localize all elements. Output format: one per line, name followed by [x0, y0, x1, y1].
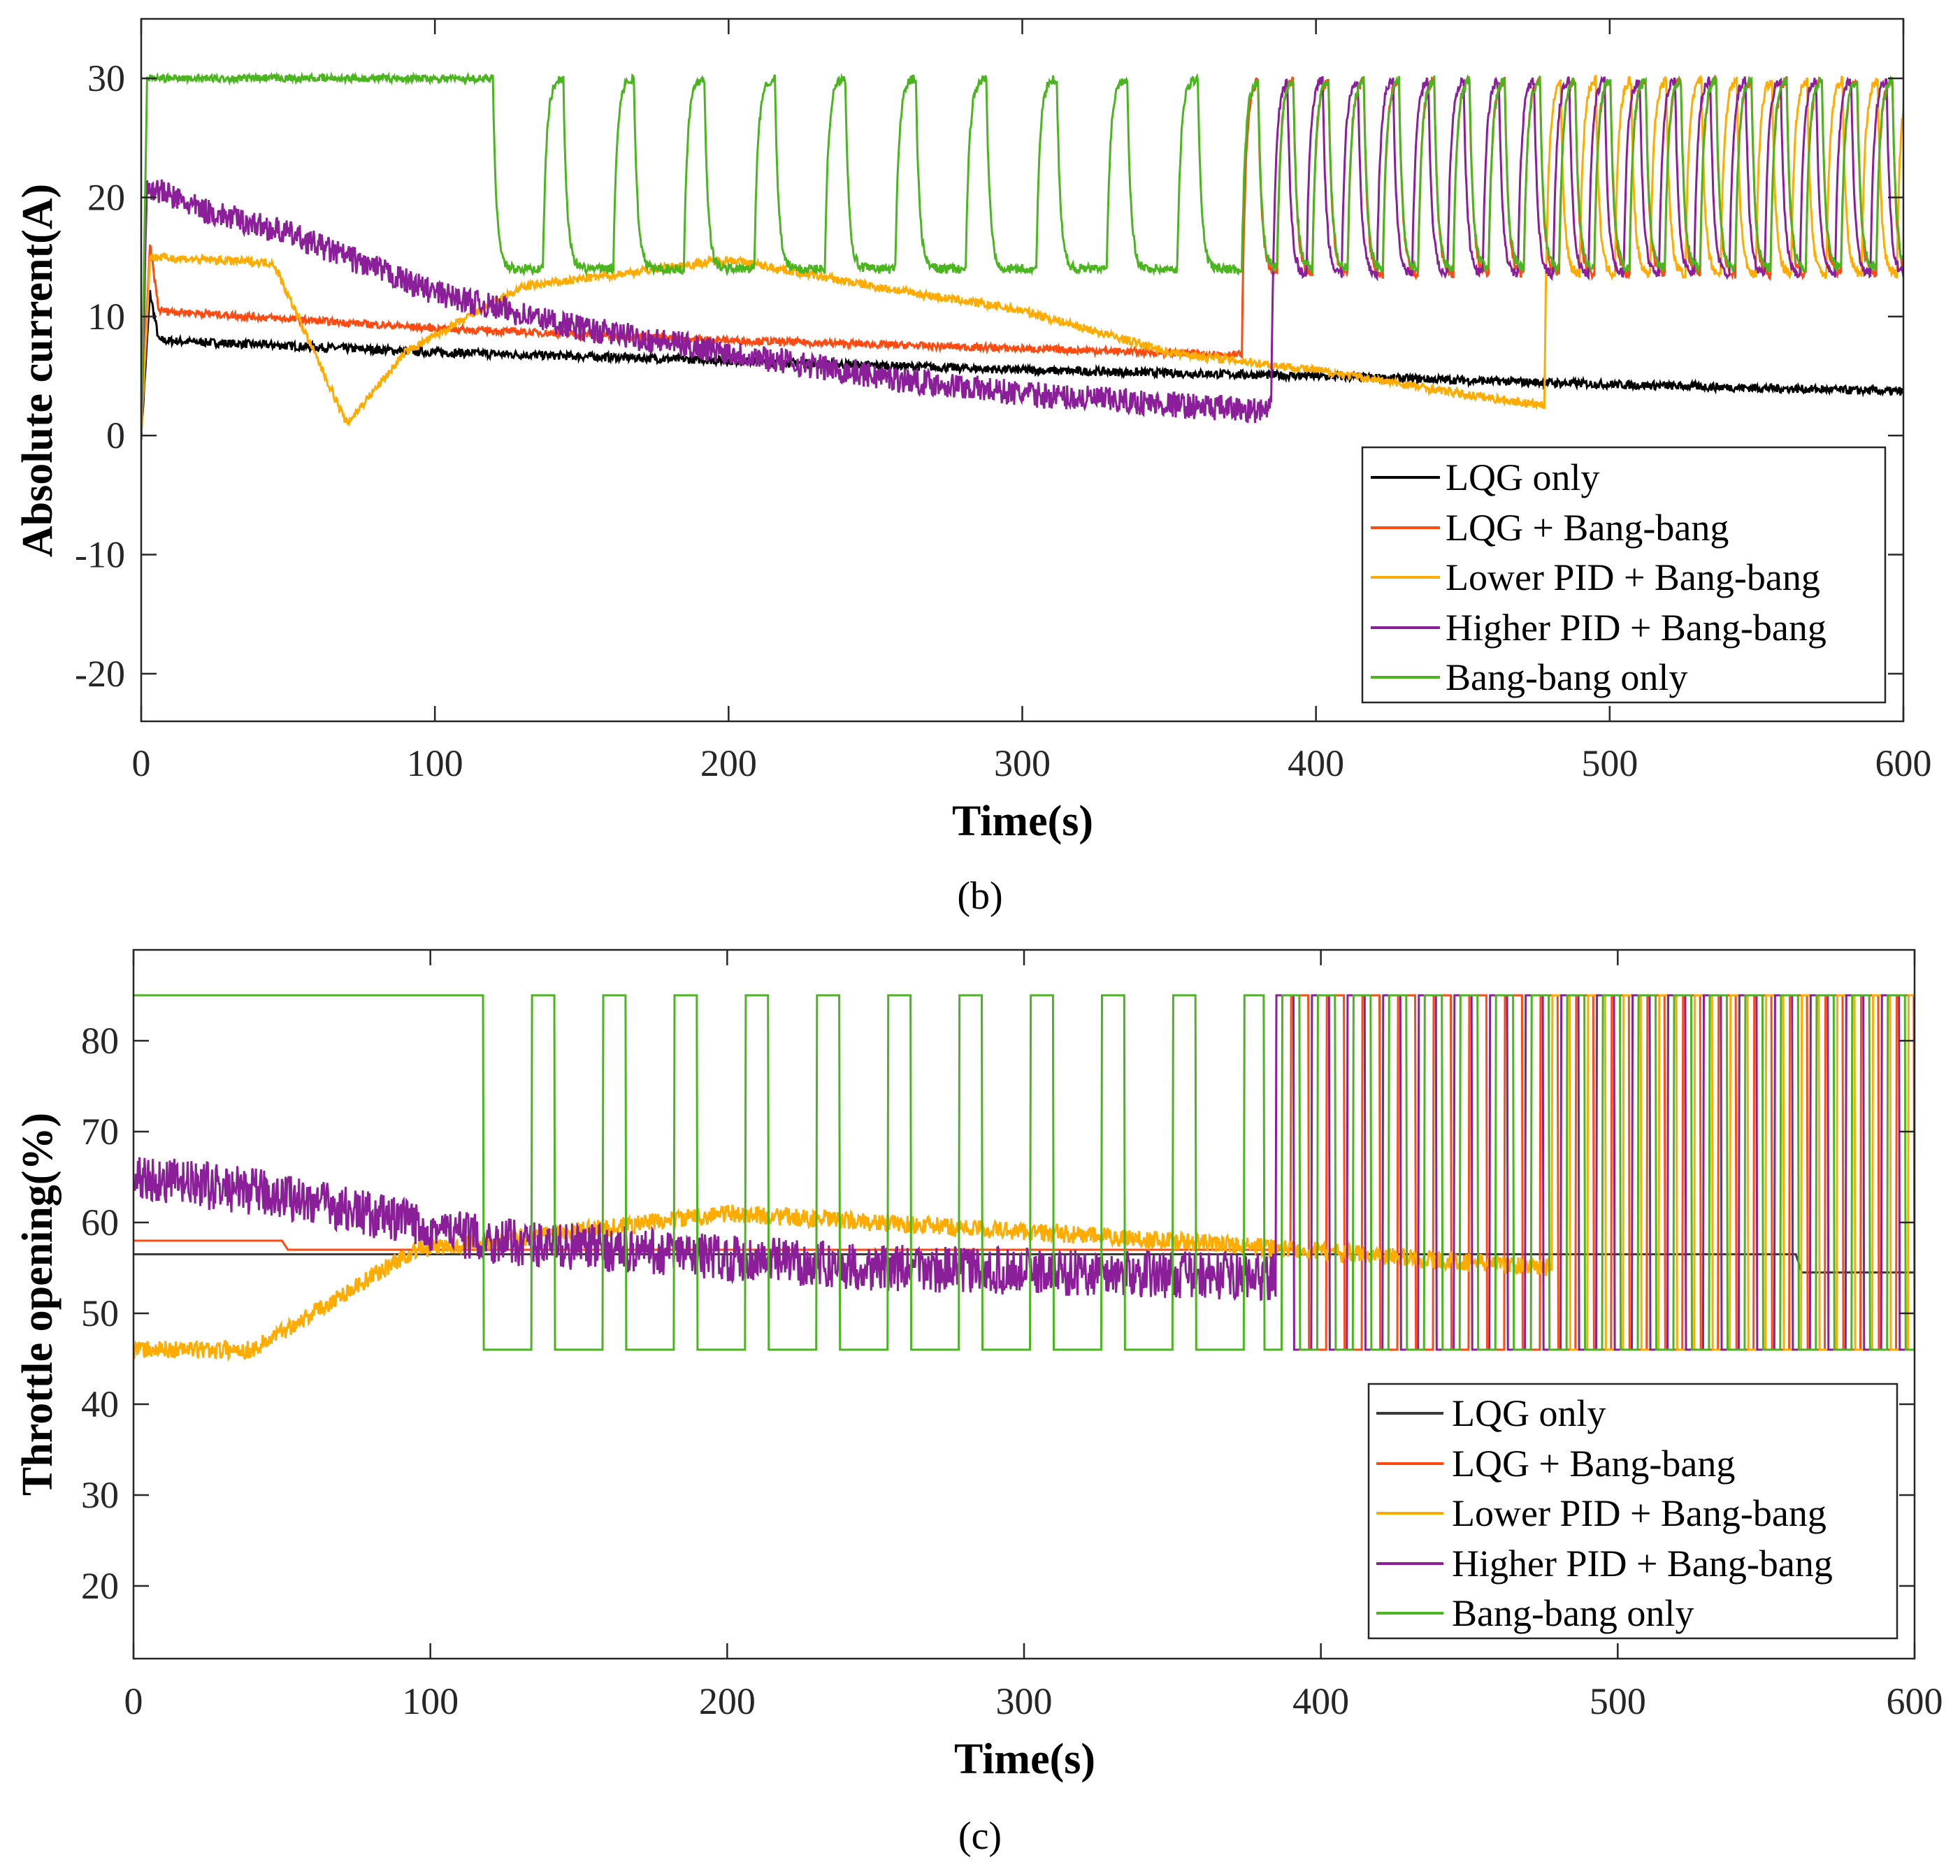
series-line-0 [141, 289, 1903, 440]
series-line-1 [134, 994, 1915, 1351]
series-line-3 [134, 994, 1915, 1351]
x-tick-label: 0 [132, 742, 151, 784]
y-axis-title: Absolute current(A) [14, 184, 62, 557]
chart-panel-b: 0 100 200 300 400 500 600 -20 -10 0 10 20 30 Time(s) A… [14, 17, 1932, 918]
x-tick-label: 100 [402, 1680, 459, 1722]
x-tick-label: 300 [994, 742, 1051, 784]
chart-panel-c: 0 100 200 300 400 500 600 20 30 40 50 60 70 80 Time(s)… [14, 948, 1943, 1858]
legend-entry: LQG + Bang-bang [1452, 1443, 1735, 1485]
y-tick-label: 20 [81, 1565, 119, 1607]
y-tick-label: 70 [81, 1111, 119, 1153]
x-tick-label: 600 [1887, 1680, 1943, 1722]
legend-box [1361, 446, 1887, 704]
y-tick-label: -20 [75, 653, 125, 695]
x-tick-label: 500 [1581, 742, 1638, 784]
y-tick-label: -10 [75, 534, 125, 576]
legend: LQG only LQG + Bang-bang Lower PID + Bang-… [1361, 446, 1887, 704]
x-tick-label: 300 [996, 1680, 1053, 1722]
y-tick-label: 60 [81, 1202, 119, 1243]
y-tick-label: 40 [81, 1383, 119, 1425]
x-tick-label: 500 [1590, 1680, 1646, 1722]
legend-entry: LQG only [1452, 1392, 1606, 1434]
panel-label: (b) [957, 874, 1002, 918]
series-group [141, 71, 1903, 440]
x-tick-label: 600 [1875, 742, 1932, 784]
panel-label: (c) [958, 1814, 1002, 1858]
legend-box [1367, 1383, 1898, 1640]
y-tick-label: 30 [87, 57, 125, 99]
legend-entry: Bang-bang only [1446, 656, 1687, 698]
x-tick-label: 200 [700, 742, 757, 784]
legend-entry: LQG + Bang-bang [1446, 507, 1729, 549]
y-tick-label: 80 [81, 1020, 119, 1062]
legend-entry: Lower PID + Bang-bang [1446, 556, 1820, 598]
x-tick-label: 100 [407, 742, 463, 784]
legend-entry: Higher PID + Bang-bang [1446, 607, 1826, 649]
x-tick-label: 200 [699, 1680, 756, 1722]
x-tick-label: 400 [1288, 742, 1344, 784]
x-axis-title: Time(s) [954, 1736, 1095, 1783]
legend: LQG only LQG + Bang-bang Lower PID + Bang-… [1367, 1383, 1898, 1640]
x-axis-title: Time(s) [952, 798, 1093, 845]
y-tick-label: 10 [87, 296, 125, 338]
legend-entry: Bang-bang only [1452, 1592, 1694, 1634]
y-tick-label: 50 [81, 1292, 119, 1334]
series-line-2 [141, 74, 1903, 435]
y-axis-title: Throttle opening(%) [14, 1113, 62, 1496]
series-group [134, 994, 1915, 1362]
legend-entry: Higher PID + Bang-bang [1452, 1543, 1833, 1585]
x-tick-label: 0 [124, 1680, 143, 1722]
series-line-4 [141, 71, 1903, 433]
legend-entry: LQG only [1446, 456, 1599, 498]
series-line-3 [141, 75, 1903, 437]
x-tick-label: 400 [1292, 1680, 1349, 1722]
y-tick-label: 20 [87, 177, 125, 219]
y-tick-label: 0 [106, 414, 125, 456]
series-line-4 [134, 994, 1915, 1351]
y-tick-label: 30 [81, 1474, 119, 1516]
series-line-0 [134, 1253, 1915, 1273]
legend-entry: Lower PID + Bang-bang [1452, 1492, 1826, 1534]
